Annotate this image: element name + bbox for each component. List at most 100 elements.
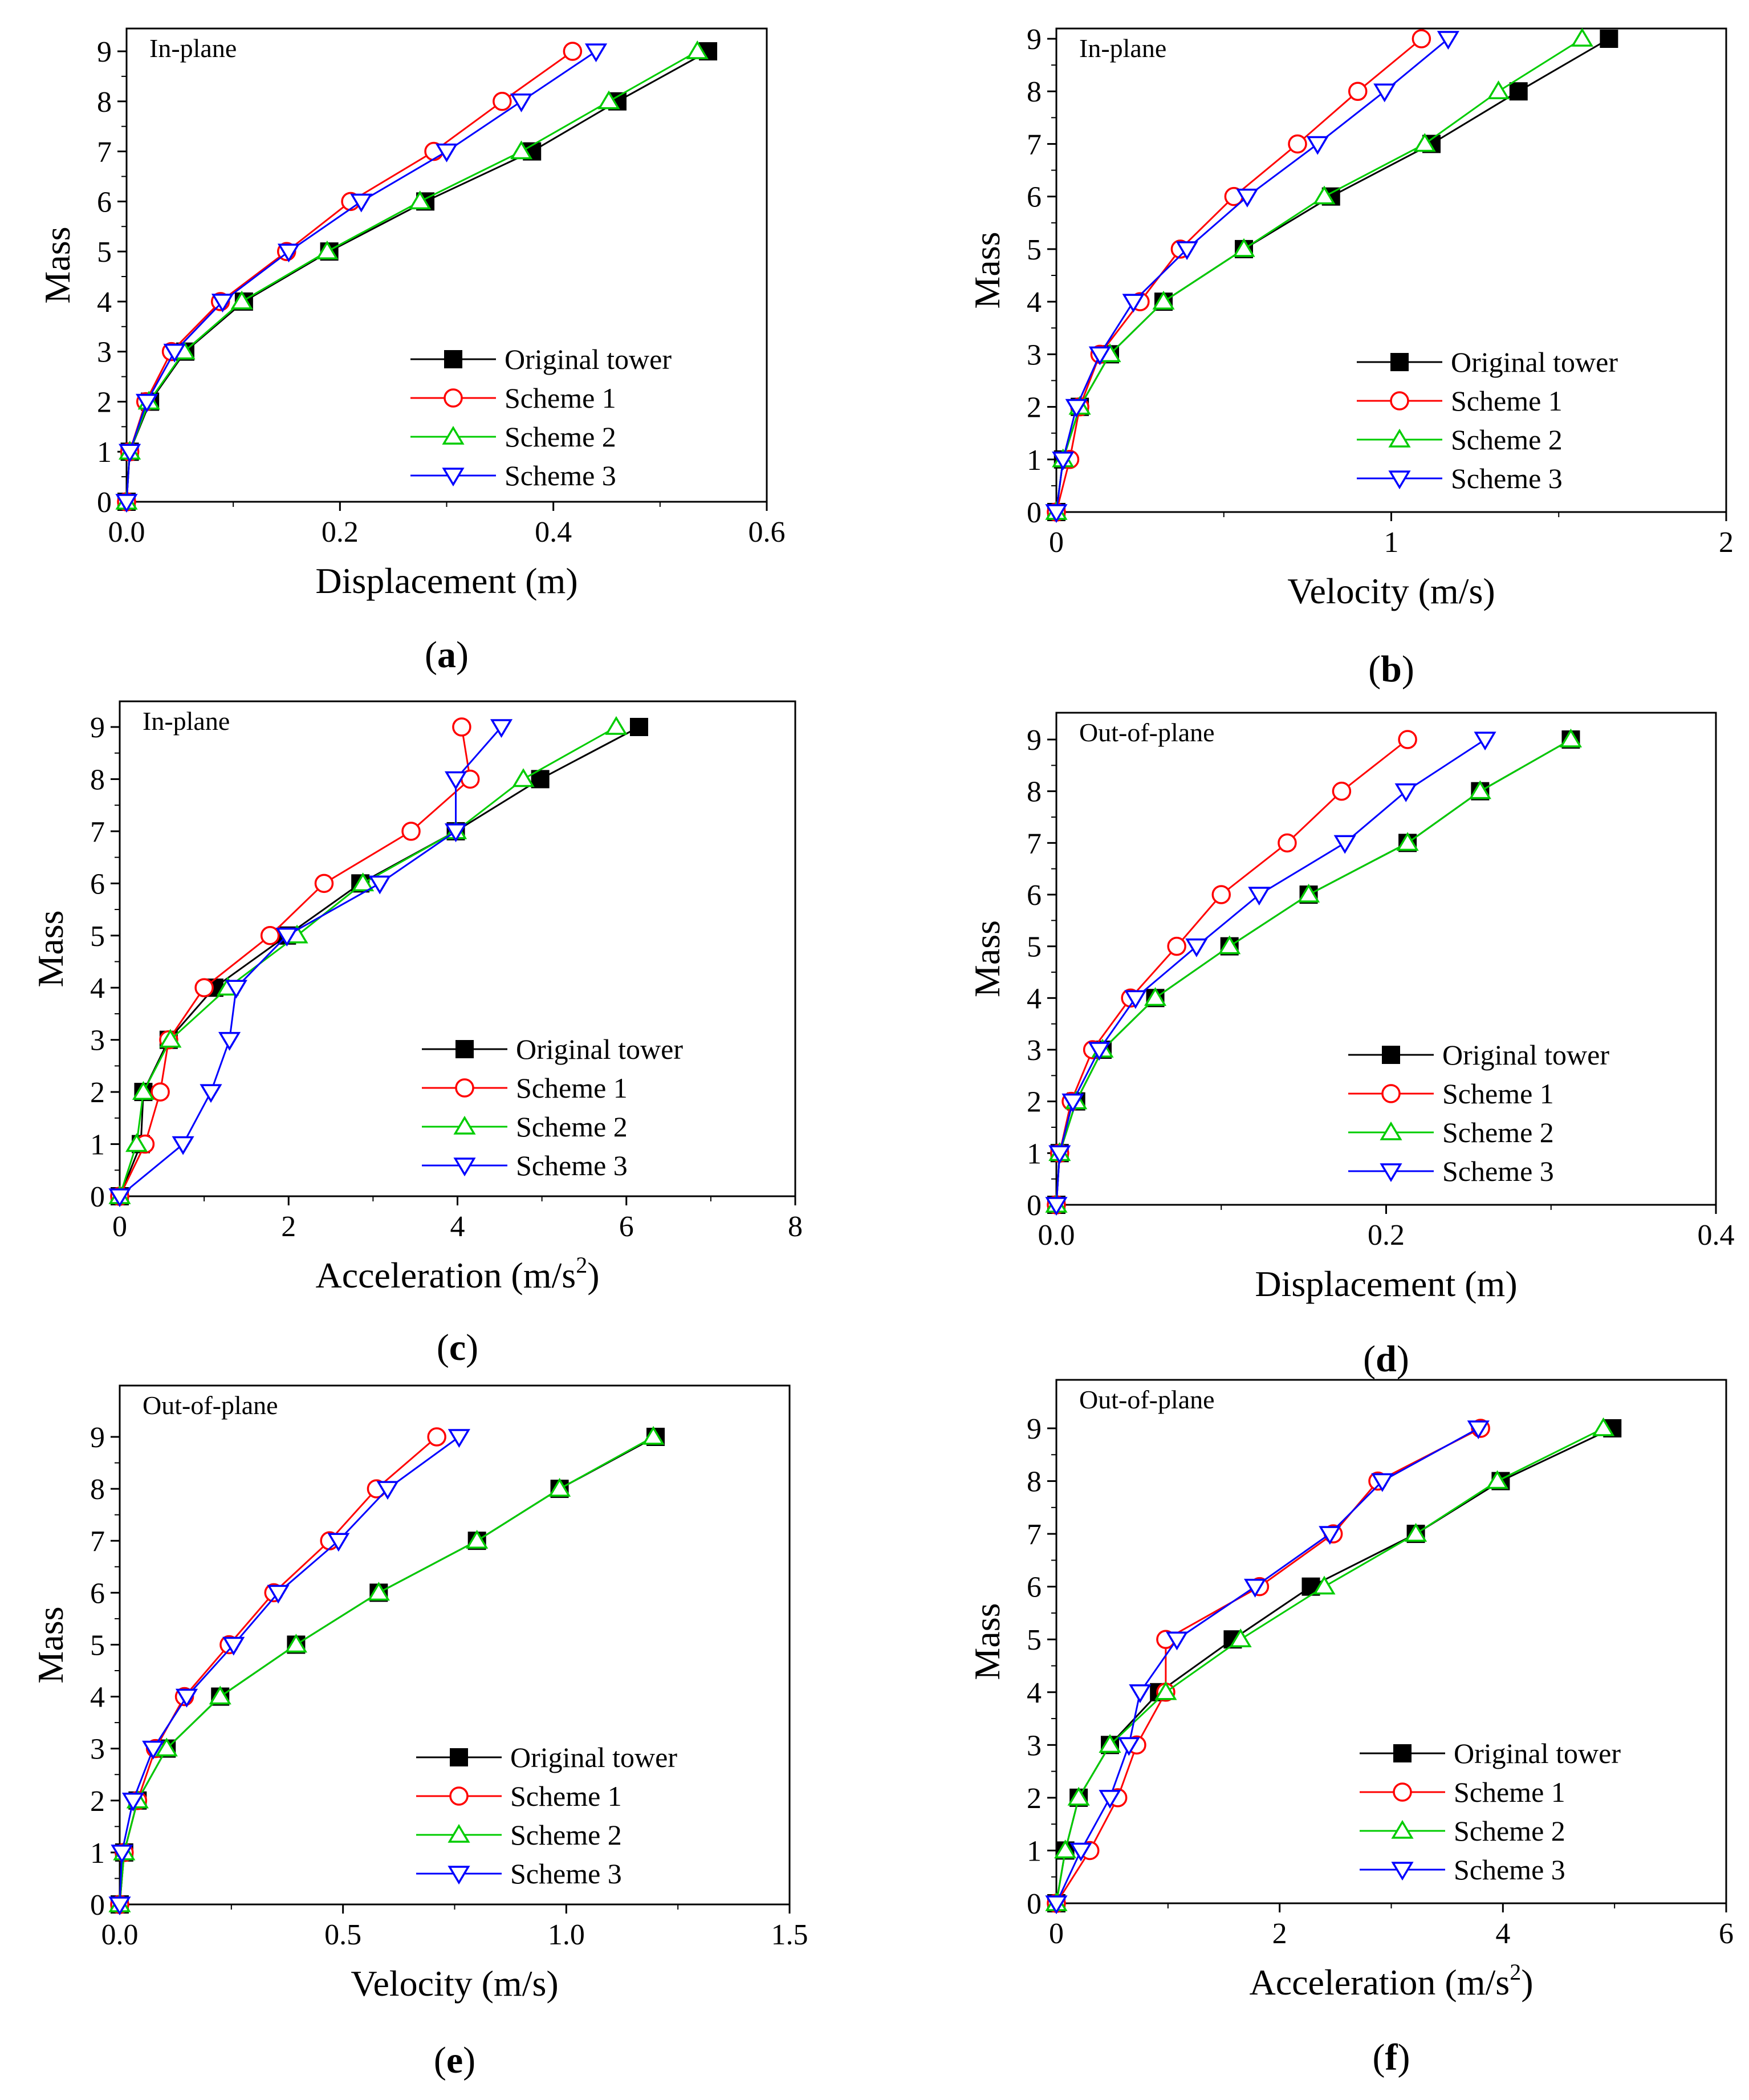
y-tick-label: 7 (1027, 128, 1042, 161)
data-point (686, 40, 709, 59)
data-point (267, 1585, 290, 1604)
y-tick-label: 5 (1027, 1624, 1042, 1656)
y-tick-label: 2 (90, 1785, 105, 1818)
panel-caption: (d) (1363, 1338, 1409, 1380)
x-axis-title-text: Acceleration (m/s (1250, 1962, 1510, 2002)
data-point (1371, 1473, 1394, 1492)
data-point (1592, 1417, 1615, 1436)
series-scheme-3 (1045, 1420, 1490, 1915)
caption-letter: f (1385, 2037, 1398, 2078)
data-point (466, 1530, 489, 1549)
data-point (1467, 1420, 1490, 1440)
y-tick-label: 6 (90, 868, 105, 900)
data-point (151, 1082, 170, 1102)
y-tick-label: 8 (1027, 1466, 1042, 1498)
series-line (1055, 38, 1583, 513)
plane-label: In-plane (149, 34, 237, 63)
data-point (284, 1634, 307, 1653)
y-tick-label: 5 (97, 236, 112, 269)
y-tick-label: 3 (1027, 1034, 1042, 1067)
series-line (1055, 38, 1422, 513)
y-tick-label: 4 (97, 286, 112, 319)
data-point (230, 290, 253, 310)
legend-marker (455, 1078, 474, 1098)
legend-marker (1381, 1084, 1401, 1103)
legend-marker (1380, 1121, 1402, 1140)
legend-label: Scheme 2 (516, 1111, 628, 1143)
legend-label: Scheme 3 (1451, 462, 1563, 494)
panel-a: 0 1 2 3 4 5 6 7 8 9 0.0 0.2 0.4 0.6 Mass Displacement (… (37, 27, 786, 676)
data-point (352, 872, 375, 892)
x-axis-title: Velocity (m/s) (1287, 571, 1495, 611)
caption-paren: ( (1368, 648, 1381, 690)
series-line (1055, 38, 1449, 513)
data-point (194, 978, 214, 997)
data-point (1348, 82, 1368, 101)
data-point (211, 294, 234, 313)
data-point (427, 1427, 446, 1447)
y-tick-label: 5 (1027, 931, 1042, 964)
data-point (376, 1481, 399, 1500)
data-point (1088, 1042, 1111, 1061)
y-tick-label: 0 (90, 1181, 105, 1213)
data-point (1469, 780, 1491, 799)
y-axis-title: Mass (967, 1603, 1007, 1680)
x-tick-label: 2 (1719, 526, 1734, 559)
legend-marker (455, 1040, 474, 1058)
legend-marker (1390, 353, 1409, 371)
legend-label: Scheme 1 (516, 1072, 628, 1104)
legend-label: Original tower (1451, 346, 1618, 378)
y-tick-label: 7 (97, 136, 112, 169)
legend-marker (444, 350, 462, 368)
y-tick-label: 1 (97, 436, 112, 469)
y-axis-title: Mass (967, 920, 1007, 997)
y-tick-label: 5 (90, 1629, 105, 1662)
data-point (1144, 987, 1167, 1006)
data-point (1045, 1895, 1068, 1915)
y-tick-label: 4 (90, 972, 105, 1005)
x-tick-label: 2 (1272, 1918, 1287, 1950)
data-point (314, 874, 334, 893)
y-tick-label: 7 (90, 816, 105, 848)
data-point (1278, 833, 1297, 853)
data-point (1398, 730, 1417, 749)
caption-letter: b (1381, 648, 1402, 690)
data-point (1319, 1526, 1341, 1545)
data-point (200, 1084, 222, 1103)
y-tick-label: 0 (97, 486, 112, 519)
series-line (125, 50, 709, 502)
legend-marker (448, 1823, 470, 1843)
x-tick-label: 0.2 (322, 516, 359, 549)
y-tick-label: 6 (1027, 879, 1042, 912)
caption-paren: ) (463, 2040, 475, 2081)
data-point (1124, 990, 1147, 1009)
series-original-tower (117, 42, 718, 511)
x-tick-label: 2 (281, 1211, 296, 1243)
y-tick-label: 9 (90, 1421, 105, 1454)
x-tick-label: 0.4 (535, 516, 572, 549)
x-axis-title-end: ) (1521, 1962, 1533, 2002)
y-tick-label: 4 (1027, 286, 1042, 319)
panel-e: 0 1 2 3 4 5 6 7 8 9 0.0 0.5 1.0 1.5 Mass Velocity (m/s)… (30, 1384, 808, 2081)
legend-label: Scheme 2 (1451, 424, 1563, 456)
data-point (490, 719, 513, 738)
series-scheme-3 (108, 719, 513, 1208)
legend-label: Scheme 3 (1442, 1155, 1554, 1187)
data-point (1474, 732, 1496, 751)
y-tick-label: 0 (1027, 1888, 1042, 1920)
data-point (605, 716, 628, 735)
legend-marker (1388, 470, 1411, 490)
data-point (225, 980, 247, 999)
legend-label: Scheme 3 (510, 1858, 622, 1890)
data-point (1065, 399, 1088, 418)
x-axis-title-text: Acceleration (m/s (316, 1255, 576, 1295)
x-tick-label: 0.0 (1038, 1219, 1075, 1252)
panel-caption: (e) (434, 2040, 475, 2081)
y-tick-label: 6 (1027, 1571, 1042, 1604)
data-point (108, 1896, 131, 1916)
data-point (1297, 883, 1320, 903)
series-line (119, 1436, 438, 1905)
y-tick-label: 4 (90, 1681, 105, 1714)
data-point (409, 190, 432, 210)
data-point (512, 768, 535, 787)
